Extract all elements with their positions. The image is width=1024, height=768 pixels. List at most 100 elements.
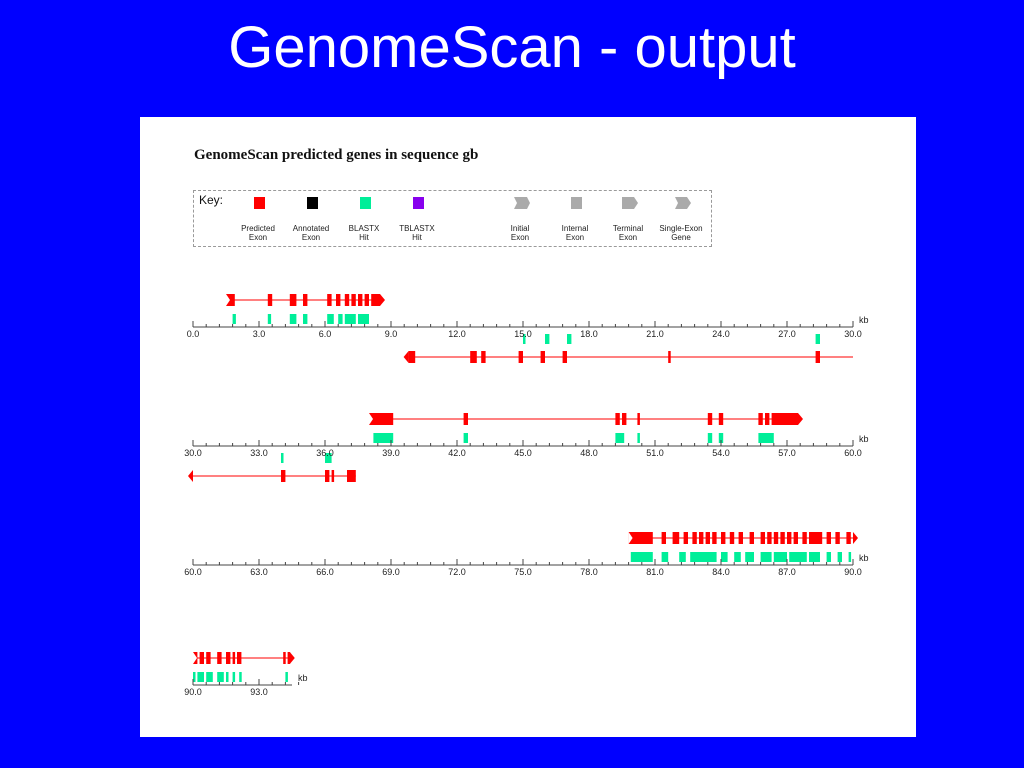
tick-label: 27.0 — [778, 329, 796, 339]
tick-label: 78.0 — [580, 567, 598, 577]
exon — [765, 413, 770, 425]
blastx-hit — [690, 552, 717, 562]
blastx-hit — [760, 552, 772, 562]
key-glyph-annotated-exon — [307, 197, 318, 209]
exon — [237, 652, 242, 664]
tick-label: 81.0 — [646, 567, 664, 577]
slide-title: GenomeScan - output — [228, 15, 796, 80]
key-text-line: Exon — [618, 233, 638, 242]
key-text-line: Exon — [565, 233, 585, 242]
gene-row-3 — [192, 652, 300, 686]
key-text-line: Single-Exon — [659, 224, 703, 233]
exon — [562, 351, 567, 363]
kb-unit-label: kb — [859, 434, 869, 444]
exon — [809, 532, 823, 544]
tick-label: 60.0 — [844, 448, 862, 458]
blastx-hit — [734, 552, 741, 562]
gene-row-0 — [192, 294, 854, 363]
blastx-hit — [303, 314, 308, 324]
blastx-hit — [226, 672, 229, 682]
blastx-hit — [325, 453, 332, 463]
key-glyph-initial-exon — [514, 197, 530, 209]
exon — [637, 413, 640, 425]
exon — [226, 294, 235, 306]
exon — [470, 351, 477, 363]
tick-label: 75.0 — [514, 567, 532, 577]
blastx-hit — [267, 314, 272, 324]
blastx-hit — [773, 552, 787, 562]
key-text-initial-exon: Initial Exon — [488, 224, 552, 242]
blastx-hit — [281, 453, 284, 463]
exon — [773, 532, 779, 544]
key-tblastx-hit: TBLASTX Hit — [385, 191, 449, 247]
blastx-hit — [809, 552, 820, 562]
gene-rev-1-0 — [188, 470, 356, 482]
blastx-hit — [789, 552, 807, 562]
blastx-hit — [815, 334, 820, 344]
tick-label: 63.0 — [250, 567, 268, 577]
tick-label: 48.0 — [580, 448, 598, 458]
tick-label: 39.0 — [382, 448, 400, 458]
tick-label: 0.0 — [186, 329, 200, 339]
key-swatch-single-exon-gene — [649, 196, 713, 210]
key-internal-exon: Internal Exon — [543, 191, 607, 247]
exon — [758, 413, 763, 425]
key-text-line: Exon — [510, 233, 530, 242]
key-text-terminal-exon: Terminal Exon — [596, 224, 660, 242]
gene-row-2 — [192, 532, 858, 566]
exon — [826, 532, 831, 544]
key-glyph-single-exon-gene — [675, 197, 691, 209]
key-glyph-terminal-exon — [622, 197, 638, 209]
gene-fwd-2-0 — [628, 532, 858, 544]
exon — [712, 532, 717, 544]
key-swatch-annotated-exon — [279, 196, 343, 210]
figure-title: GenomeScan predicted genes in sequence g… — [194, 147, 479, 163]
tick-label: 36.0 — [316, 448, 334, 458]
blastx-hit — [217, 672, 224, 682]
start-notch — [226, 294, 230, 306]
exon — [199, 652, 204, 664]
exon — [232, 652, 236, 664]
exon — [463, 413, 468, 425]
kb-unit-label: kb — [859, 553, 869, 563]
key-text-predicted-exon: Predicted Exon — [226, 224, 290, 242]
gene-map — [188, 294, 858, 686]
key-text-line: Exon — [248, 233, 268, 242]
blastx-hit — [239, 672, 242, 682]
start-notch — [193, 652, 197, 664]
exon — [303, 294, 308, 306]
exon — [344, 294, 350, 306]
blastx-hit — [567, 334, 572, 344]
strand-arrow — [188, 470, 193, 482]
blastx-hit — [758, 433, 774, 443]
tick-label: 45.0 — [514, 448, 532, 458]
tick-label: 57.0 — [778, 448, 796, 458]
strand-arrow — [289, 652, 295, 664]
tick-label: 3.0 — [252, 329, 266, 339]
blastx-hit — [661, 552, 669, 562]
tick-label: 66.0 — [316, 567, 334, 577]
blastx-hit — [679, 552, 686, 562]
tick-label: 9.0 — [384, 329, 398, 339]
key-swatch-tblastx-hit — [385, 196, 449, 210]
tick-label: 51.0 — [646, 448, 664, 458]
tick-label: 12.0 — [448, 329, 466, 339]
exon — [336, 294, 341, 306]
exon — [767, 532, 772, 544]
key-blastx-hit: BLASTX Hit — [332, 191, 396, 247]
exon — [802, 532, 807, 544]
blastx-hit — [718, 433, 724, 443]
key-swatch-blastx-hit — [332, 196, 396, 210]
key-text-line: Gene — [671, 233, 691, 242]
key-annotated-exon: Annotated Exon — [279, 191, 343, 247]
exon — [481, 351, 486, 363]
tick-label: 90.0 — [184, 687, 202, 697]
key-text-line: TBLASTX — [399, 224, 435, 233]
key-text-blastx-hit: BLASTX Hit — [332, 224, 396, 242]
key-text-line: Hit — [412, 233, 422, 242]
exon — [692, 532, 697, 544]
exon — [364, 294, 369, 306]
exon — [787, 532, 792, 544]
exon — [347, 470, 356, 482]
key-swatch-initial-exon — [488, 196, 552, 210]
